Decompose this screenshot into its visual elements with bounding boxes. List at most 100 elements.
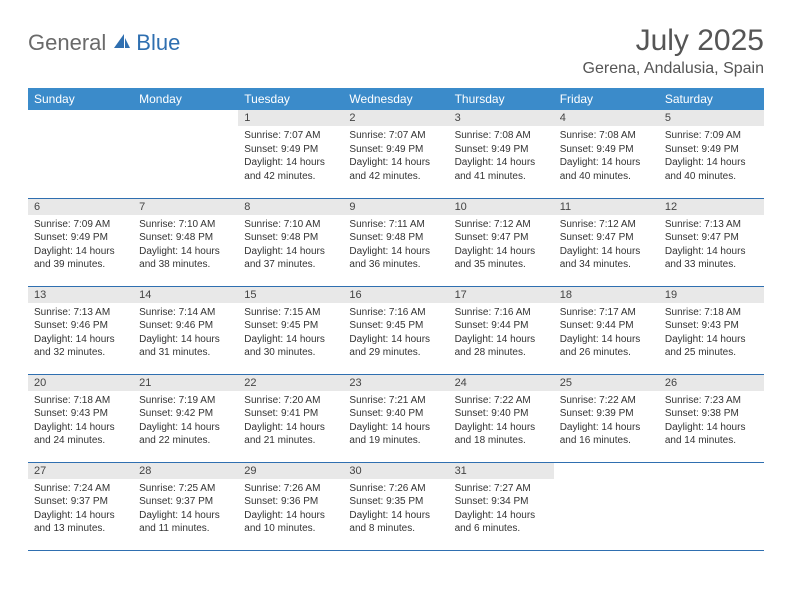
calendar-table: SundayMondayTuesdayWednesdayThursdayFrid… [28,88,764,551]
calendar-cell: 8Sunrise: 7:10 AMSunset: 9:48 PMDaylight… [238,198,343,286]
calendar-cell: 26Sunrise: 7:23 AMSunset: 9:38 PMDayligh… [659,374,764,462]
day-details: Sunrise: 7:10 AMSunset: 9:48 PMDaylight:… [238,215,343,276]
day-number: 5 [659,110,764,126]
calendar-cell: 18Sunrise: 7:17 AMSunset: 9:44 PMDayligh… [554,286,659,374]
day-number: 7 [133,199,238,215]
calendar-cell: 10Sunrise: 7:12 AMSunset: 9:47 PMDayligh… [449,198,554,286]
day-number: 22 [238,375,343,391]
day-number: 27 [28,463,133,479]
calendar-cell [659,462,764,550]
day-number: 10 [449,199,554,215]
day-details: Sunrise: 7:18 AMSunset: 9:43 PMDaylight:… [659,303,764,364]
calendar-cell: 12Sunrise: 7:13 AMSunset: 9:47 PMDayligh… [659,198,764,286]
day-number: 16 [343,287,448,303]
day-number: 6 [28,199,133,215]
day-number: 13 [28,287,133,303]
calendar-cell: 25Sunrise: 7:22 AMSunset: 9:39 PMDayligh… [554,374,659,462]
calendar-week-row: 13Sunrise: 7:13 AMSunset: 9:46 PMDayligh… [28,286,764,374]
day-details: Sunrise: 7:18 AMSunset: 9:43 PMDaylight:… [28,391,133,452]
calendar-cell: 15Sunrise: 7:15 AMSunset: 9:45 PMDayligh… [238,286,343,374]
day-number: 8 [238,199,343,215]
day-number: 24 [449,375,554,391]
day-number: 31 [449,463,554,479]
calendar-body: 1Sunrise: 7:07 AMSunset: 9:49 PMDaylight… [28,110,764,550]
day-number: 30 [343,463,448,479]
day-details: Sunrise: 7:21 AMSunset: 9:40 PMDaylight:… [343,391,448,452]
day-number: 9 [343,199,448,215]
calendar-cell: 13Sunrise: 7:13 AMSunset: 9:46 PMDayligh… [28,286,133,374]
calendar-cell [28,110,133,198]
day-number: 25 [554,375,659,391]
calendar-cell: 31Sunrise: 7:27 AMSunset: 9:34 PMDayligh… [449,462,554,550]
logo-text-general: General [28,30,106,56]
calendar-cell: 19Sunrise: 7:18 AMSunset: 9:43 PMDayligh… [659,286,764,374]
day-details: Sunrise: 7:07 AMSunset: 9:49 PMDaylight:… [238,126,343,187]
day-details: Sunrise: 7:11 AMSunset: 9:48 PMDaylight:… [343,215,448,276]
day-details: Sunrise: 7:22 AMSunset: 9:40 PMDaylight:… [449,391,554,452]
day-number: 23 [343,375,448,391]
day-details: Sunrise: 7:16 AMSunset: 9:44 PMDaylight:… [449,303,554,364]
day-number: 2 [343,110,448,126]
calendar-week-row: 27Sunrise: 7:24 AMSunset: 9:37 PMDayligh… [28,462,764,550]
header: General Blue July 2025 Gerena, Andalusia… [28,24,764,78]
day-details: Sunrise: 7:19 AMSunset: 9:42 PMDaylight:… [133,391,238,452]
day-details: Sunrise: 7:09 AMSunset: 9:49 PMDaylight:… [659,126,764,187]
day-header: Sunday [28,88,133,110]
calendar-cell: 30Sunrise: 7:26 AMSunset: 9:35 PMDayligh… [343,462,448,550]
calendar-cell: 17Sunrise: 7:16 AMSunset: 9:44 PMDayligh… [449,286,554,374]
calendar-cell: 28Sunrise: 7:25 AMSunset: 9:37 PMDayligh… [133,462,238,550]
calendar-week-row: 20Sunrise: 7:18 AMSunset: 9:43 PMDayligh… [28,374,764,462]
day-details: Sunrise: 7:16 AMSunset: 9:45 PMDaylight:… [343,303,448,364]
logo: General Blue [28,24,180,56]
day-number: 12 [659,199,764,215]
day-details: Sunrise: 7:09 AMSunset: 9:49 PMDaylight:… [28,215,133,276]
day-header: Wednesday [343,88,448,110]
calendar-cell [554,462,659,550]
logo-sail-icon [112,32,132,55]
day-details: Sunrise: 7:08 AMSunset: 9:49 PMDaylight:… [449,126,554,187]
day-details: Sunrise: 7:26 AMSunset: 9:36 PMDaylight:… [238,479,343,540]
calendar-cell: 27Sunrise: 7:24 AMSunset: 9:37 PMDayligh… [28,462,133,550]
day-header-row: SundayMondayTuesdayWednesdayThursdayFrid… [28,88,764,110]
day-number: 15 [238,287,343,303]
calendar-cell: 9Sunrise: 7:11 AMSunset: 9:48 PMDaylight… [343,198,448,286]
day-details: Sunrise: 7:17 AMSunset: 9:44 PMDaylight:… [554,303,659,364]
day-header: Saturday [659,88,764,110]
calendar-cell: 24Sunrise: 7:22 AMSunset: 9:40 PMDayligh… [449,374,554,462]
day-details: Sunrise: 7:12 AMSunset: 9:47 PMDaylight:… [554,215,659,276]
calendar-cell: 23Sunrise: 7:21 AMSunset: 9:40 PMDayligh… [343,374,448,462]
calendar-cell: 29Sunrise: 7:26 AMSunset: 9:36 PMDayligh… [238,462,343,550]
day-number: 1 [238,110,343,126]
day-number: 17 [449,287,554,303]
calendar-cell: 16Sunrise: 7:16 AMSunset: 9:45 PMDayligh… [343,286,448,374]
day-header: Monday [133,88,238,110]
day-header: Tuesday [238,88,343,110]
day-number: 20 [28,375,133,391]
calendar-cell: 14Sunrise: 7:14 AMSunset: 9:46 PMDayligh… [133,286,238,374]
day-details: Sunrise: 7:08 AMSunset: 9:49 PMDaylight:… [554,126,659,187]
location: Gerena, Andalusia, Spain [583,60,764,78]
day-details: Sunrise: 7:23 AMSunset: 9:38 PMDaylight:… [659,391,764,452]
day-number: 19 [659,287,764,303]
day-details: Sunrise: 7:24 AMSunset: 9:37 PMDaylight:… [28,479,133,540]
day-number: 3 [449,110,554,126]
day-number: 26 [659,375,764,391]
day-details: Sunrise: 7:27 AMSunset: 9:34 PMDaylight:… [449,479,554,540]
day-details: Sunrise: 7:10 AMSunset: 9:48 PMDaylight:… [133,215,238,276]
day-number: 21 [133,375,238,391]
calendar-cell: 2Sunrise: 7:07 AMSunset: 9:49 PMDaylight… [343,110,448,198]
calendar-cell: 1Sunrise: 7:07 AMSunset: 9:49 PMDaylight… [238,110,343,198]
calendar-cell [133,110,238,198]
day-details: Sunrise: 7:15 AMSunset: 9:45 PMDaylight:… [238,303,343,364]
calendar-cell: 5Sunrise: 7:09 AMSunset: 9:49 PMDaylight… [659,110,764,198]
day-number: 28 [133,463,238,479]
calendar-week-row: 1Sunrise: 7:07 AMSunset: 9:49 PMDaylight… [28,110,764,198]
day-details: Sunrise: 7:20 AMSunset: 9:41 PMDaylight:… [238,391,343,452]
day-details: Sunrise: 7:13 AMSunset: 9:47 PMDaylight:… [659,215,764,276]
day-header: Thursday [449,88,554,110]
day-number: 11 [554,199,659,215]
day-details: Sunrise: 7:12 AMSunset: 9:47 PMDaylight:… [449,215,554,276]
day-number: 18 [554,287,659,303]
logo-text-blue: Blue [136,30,180,56]
calendar-cell: 7Sunrise: 7:10 AMSunset: 9:48 PMDaylight… [133,198,238,286]
